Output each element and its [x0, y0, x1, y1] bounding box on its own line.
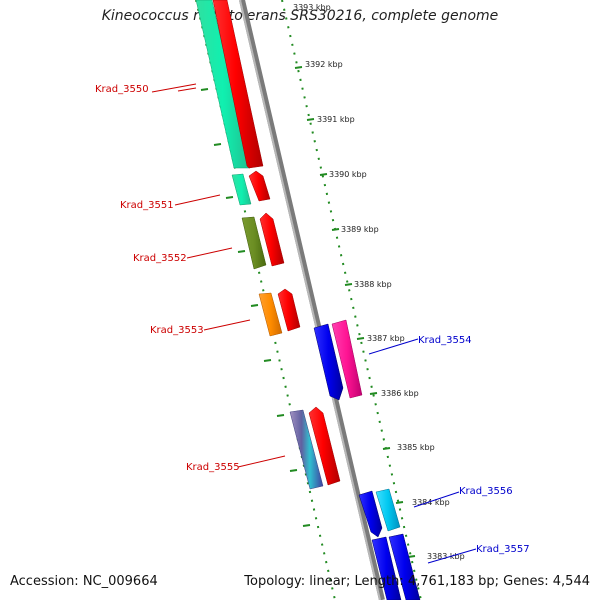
- right-tick-track: [281, 0, 422, 600]
- kbp-label: 3388 kbp: [354, 280, 392, 289]
- backbone-highlight: [239, 0, 381, 600]
- gene-label: Krad_3551: [120, 200, 174, 211]
- kbp-label: 3387 kbp: [367, 334, 405, 343]
- kbp-label: 3390 kbp: [329, 170, 367, 179]
- kbp-label: 3385 kbp: [397, 443, 435, 452]
- gene-label: Krad_3557: [476, 544, 530, 555]
- gene-label: Krad_3552: [133, 253, 187, 264]
- kbp-label: 3386 kbp: [381, 389, 419, 398]
- kbp-labels: 3393 kbp 3392 kbp 3391 kbp 3390 kbp 3389…: [293, 3, 465, 561]
- gene-krad-3556[interactable]: Krad_3556: [358, 486, 513, 538]
- gene-label: Krad_3555: [186, 462, 240, 473]
- genome-backbone: [239, 0, 385, 600]
- genome-summary: Topology: linear; Length: 4,761,183 bp; …: [244, 574, 590, 589]
- gene-krad-3554[interactable]: Krad_3554: [313, 319, 472, 401]
- kbp-label: 3384 kbp: [412, 498, 450, 507]
- gene-label: Krad_3556: [459, 486, 513, 497]
- kbp-label: 3392 kbp: [305, 60, 343, 69]
- gene-krad-3551[interactable]: Krad_3551: [120, 170, 271, 211]
- gene-krad-3557[interactable]: Krad_3557: [371, 533, 530, 600]
- gene-krad-3555[interactable]: Krad_3555: [186, 406, 341, 490]
- accession-text: Accession: NC_009664: [10, 574, 158, 589]
- major-ticks: [200, 66, 416, 558]
- gene-label: Krad_3550: [95, 84, 149, 95]
- gene-label: Krad_3554: [418, 335, 472, 346]
- kbp-label: 3389 kbp: [341, 225, 379, 234]
- kbp-label: 3383 kbp: [427, 552, 465, 561]
- gene-label: Krad_3553: [150, 325, 204, 336]
- gene-krad-3550[interactable]: Krad_3550: [95, 0, 264, 169]
- kbp-label: 3393 kbp: [293, 3, 331, 12]
- gene-krad-3552[interactable]: Krad_3552: [133, 212, 285, 270]
- gene-krad-3553[interactable]: Krad_3553: [150, 288, 301, 337]
- kbp-label: 3391 kbp: [317, 115, 355, 124]
